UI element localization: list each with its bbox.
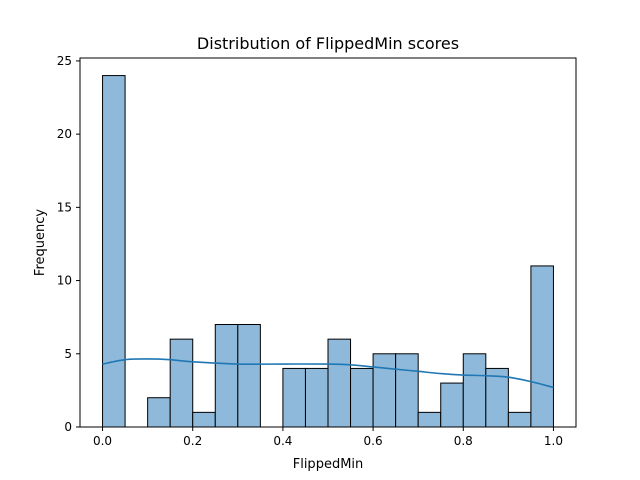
histogram-bar [462,353,487,428]
histogram-bar [192,411,216,428]
y-axis-label: Frequency [33,209,48,276]
y-tick-label: 0 [64,420,72,434]
y-tick-label: 10 [57,274,72,288]
histogram-bar [214,324,239,428]
histogram-bar [440,382,464,428]
histogram-bar [327,338,352,428]
chart-title: Distribution of FlippedMin scores [197,34,459,53]
histogram-bar [507,411,532,428]
histogram-bar [530,265,554,428]
axes-frame [79,57,577,428]
x-axis-ticks: 0.0 0.2 0.4 0.6 0.8 1.0 [93,427,563,448]
histogram-bar [417,411,442,428]
histogram-bar [102,75,126,428]
x-tick-label: 0.8 [454,434,473,448]
histogram-bar [237,324,261,428]
histogram-bar [350,367,374,428]
histogram-bar [372,353,397,428]
histogram-bar [169,338,194,428]
histogram-bar [304,367,329,428]
x-tick-label: 0.2 [183,434,202,448]
histogram-bar [395,353,419,428]
y-tick-label: 20 [57,127,72,141]
x-tick-label: 0.6 [364,434,383,448]
kde-line [102,358,554,389]
y-tick-label: 15 [57,200,72,214]
x-axis-label: FlippedMin [293,457,364,472]
x-tick-label: 0.4 [273,434,292,448]
x-tick-label: 1.0 [544,434,563,448]
x-tick-label: 0.0 [93,434,112,448]
histogram-bars [102,75,554,428]
y-tick-label: 5 [64,347,72,361]
y-axis-ticks: 0 5 10 15 20 25 [57,54,80,434]
y-tick-label: 25 [57,54,72,68]
histogram-bar [282,367,306,428]
histogram-bar [147,397,171,428]
